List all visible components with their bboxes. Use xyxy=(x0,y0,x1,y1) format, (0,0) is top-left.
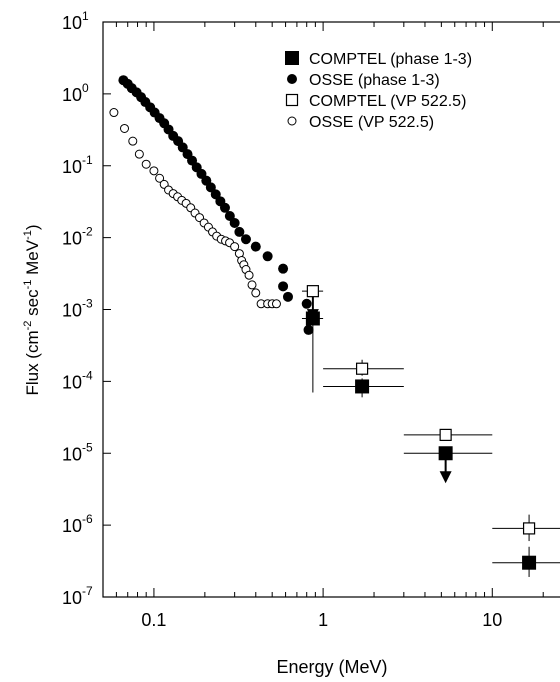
data-point xyxy=(244,270,254,280)
data-point xyxy=(522,555,537,570)
data-point xyxy=(149,166,159,176)
data-point xyxy=(134,149,144,159)
data-point xyxy=(303,324,314,335)
data-point xyxy=(205,182,216,193)
data-point xyxy=(355,379,370,394)
data-point xyxy=(219,202,230,213)
legend-marker xyxy=(287,116,297,126)
x-tick-labels: 0.1 1 10 xyxy=(141,610,502,630)
data-point xyxy=(355,362,369,375)
data-point xyxy=(522,522,536,535)
data-point xyxy=(109,108,119,118)
data-point xyxy=(438,446,453,461)
data-point xyxy=(306,285,319,298)
legend: COMPTEL (phase 1-3) OSSE (phase 1-3) COMPT… xyxy=(285,51,472,131)
legend-label: OSSE (phase 1-3) xyxy=(309,72,440,89)
y-tick-label: 10-3 xyxy=(62,297,93,321)
axis-ticks xyxy=(102,21,544,598)
legend-marker xyxy=(287,74,297,84)
y-tick-label: 10-7 xyxy=(62,584,93,608)
y-tick-label: 10-5 xyxy=(62,440,93,464)
data-point xyxy=(439,428,452,442)
data-point xyxy=(229,217,240,228)
data-point xyxy=(282,291,293,302)
legend-marker xyxy=(285,51,299,65)
data-point xyxy=(251,288,261,298)
data-point xyxy=(141,159,151,169)
data-point xyxy=(234,226,245,237)
y-axis-label: Flux (cm-2 sec-1 MeV-1) xyxy=(22,224,42,395)
x-tick-label: 10 xyxy=(482,610,502,630)
data-point xyxy=(305,311,320,326)
data-point xyxy=(128,136,138,146)
x-tick-label: 1 xyxy=(318,610,328,630)
data-point xyxy=(230,242,240,252)
upper-limit-arrow xyxy=(439,471,452,484)
y-tick-labels: 101 100 10-1 10-2 10-3 10-4 10-5 10-6 10-7 xyxy=(62,9,93,608)
x-tick-label: 0.1 xyxy=(141,610,166,630)
data-point xyxy=(120,123,130,133)
legend-label: OSSE (VP 522.5) xyxy=(309,114,434,131)
data-markers xyxy=(109,75,537,570)
y-tick-label: 10-2 xyxy=(62,225,93,249)
data-point xyxy=(278,281,289,292)
x-axis-label: Energy (MeV) xyxy=(276,657,387,677)
legend-label: COMPTEL (phase 1-3) xyxy=(309,51,472,68)
y-tick-label: 10-4 xyxy=(62,368,93,392)
data-point xyxy=(240,234,251,245)
y-tick-label: 100 xyxy=(62,81,89,105)
data-point xyxy=(155,173,165,183)
data-point xyxy=(271,299,281,309)
data-point xyxy=(278,263,289,274)
y-tick-label: 10-1 xyxy=(62,153,93,177)
data-point xyxy=(301,298,312,309)
y-tick-label: 10-6 xyxy=(62,512,93,536)
data-point xyxy=(250,241,261,252)
legend-marker xyxy=(285,93,299,107)
y-tick-label: 101 xyxy=(62,9,89,33)
data-point xyxy=(262,251,273,262)
data-point xyxy=(224,210,235,221)
legend-label: COMPTEL (VP 522.5) xyxy=(309,93,466,110)
data-point xyxy=(247,280,257,290)
error-bars xyxy=(301,290,560,577)
